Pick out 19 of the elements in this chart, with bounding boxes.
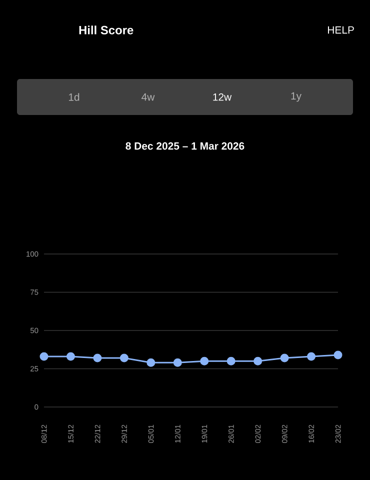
point [254, 356, 262, 366]
point [226, 356, 236, 366]
chart-subtitle: 8 Dec 2025 – 1 Mar 2026 [126, 142, 244, 150]
text: 1d [68, 93, 80, 101]
text: 12w [213, 93, 232, 101]
point [173, 358, 182, 367]
text: 1y [291, 92, 302, 102]
point [200, 356, 209, 366]
text: 4w [142, 93, 155, 101]
point [120, 354, 128, 362]
chart-title: Hill Score [79, 26, 134, 34]
point [40, 352, 48, 361]
point [334, 350, 342, 360]
point [307, 352, 316, 361]
point [66, 352, 75, 361]
text: HELP [328, 26, 354, 34]
point [280, 354, 289, 362]
point [93, 354, 102, 362]
point [146, 358, 156, 367]
